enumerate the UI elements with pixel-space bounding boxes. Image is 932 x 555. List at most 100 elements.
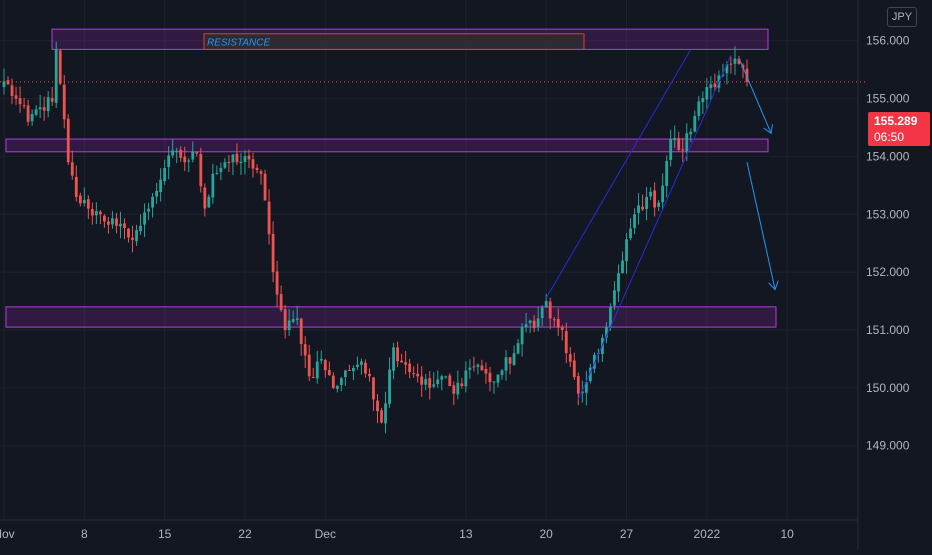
candle-body: [343, 370, 347, 377]
candle-body: [733, 58, 737, 64]
candle-body: [689, 131, 693, 135]
candle-body: [677, 138, 681, 150]
candle-body: [444, 376, 448, 378]
candles: [2, 41, 749, 434]
candle-body: [18, 98, 22, 105]
candle-body: [580, 391, 584, 394]
candle-body: [709, 84, 713, 89]
candle-body: [151, 196, 155, 208]
candle-body: [303, 344, 307, 356]
currency-badge[interactable]: JPY: [887, 7, 917, 27]
candle-body: [74, 176, 78, 197]
candle-body: [279, 294, 283, 311]
candle-body: [243, 156, 247, 163]
candle-body: [376, 400, 379, 412]
candle-body: [500, 370, 504, 375]
time-tick-label: 10: [780, 527, 794, 541]
candle-body: [665, 161, 669, 186]
candle-body: [86, 199, 90, 209]
candle-body: [319, 358, 323, 361]
candle-body: [564, 331, 568, 354]
candle-body: [195, 152, 199, 154]
candle-body: [685, 133, 689, 152]
candle-body: [287, 320, 291, 331]
candle-body: [70, 162, 74, 176]
candle-body: [2, 81, 6, 87]
candle-body: [307, 354, 311, 377]
candle-body: [476, 364, 480, 367]
candle-body: [528, 320, 532, 324]
candle-body: [175, 150, 179, 152]
bar-countdown: 06:50: [874, 130, 905, 144]
candle-body: [203, 187, 207, 209]
candle-body: [661, 185, 665, 203]
candle-body: [480, 365, 484, 371]
candle-body: [681, 149, 685, 151]
candle-body: [163, 168, 167, 182]
candle-body: [352, 367, 355, 372]
candle-body: [251, 159, 255, 169]
candle-body: [588, 367, 592, 382]
drawings: [0, 49, 868, 400]
candle-body: [107, 221, 110, 225]
candle-body: [159, 179, 163, 193]
candle-body: [187, 160, 191, 162]
candle-body: [440, 376, 444, 380]
price-tick-label: 150.000: [866, 381, 910, 395]
candle-body: [331, 375, 335, 388]
candle-body: [219, 168, 223, 172]
time-tick-label: Dec: [315, 527, 336, 541]
support-resistance-zone: [5, 306, 777, 328]
candle-body: [412, 373, 416, 375]
candle-body: [78, 195, 82, 204]
candle-body: [327, 369, 331, 375]
candle-body: [701, 98, 705, 103]
candle-body: [673, 137, 677, 141]
candle-body: [468, 367, 472, 370]
zones: RESISTANCE: [5, 28, 777, 328]
candle-body: [267, 201, 271, 235]
candle-body: [50, 98, 54, 102]
candle-body: [705, 87, 709, 100]
candle-body: [167, 155, 171, 168]
candle-body: [605, 327, 608, 338]
candle-body: [183, 156, 187, 163]
candle-body: [223, 162, 227, 168]
candle-body: [625, 239, 628, 262]
candle-body: [633, 214, 636, 229]
candle-body: [299, 318, 303, 345]
candle-body: [613, 290, 616, 306]
time-tick-label: 27: [620, 527, 634, 541]
candle-body: [400, 360, 404, 363]
candle-body: [372, 377, 375, 400]
candle-body: [536, 318, 540, 328]
candle-body: [645, 196, 649, 209]
candle-body: [524, 324, 528, 328]
candle-body: [311, 377, 315, 379]
candle-body: [729, 63, 733, 65]
candle-body: [364, 362, 367, 374]
candle-body: [58, 50, 62, 84]
candle-body: [368, 373, 371, 377]
candle-body: [231, 154, 235, 163]
candle-body: [82, 199, 86, 204]
axes: 149.000 150.000 151.000 152.000 153.000 154.0…: [0, 0, 910, 550]
candle-body: [669, 139, 673, 160]
candle-body: [576, 376, 580, 394]
candle-body: [472, 366, 476, 368]
candle-body: [127, 228, 130, 238]
price-tick-label: 156.000: [866, 34, 910, 48]
time-tick-label: 13: [459, 527, 473, 541]
candle-body: [30, 113, 34, 122]
price-tick-label: 155.000: [866, 92, 910, 106]
candle-body: [416, 373, 420, 377]
candle-body: [34, 109, 38, 115]
candle-body: [347, 369, 351, 371]
candle-body: [649, 191, 653, 197]
candle-body: [38, 107, 42, 110]
candle-body: [641, 206, 644, 210]
candle-body: [143, 212, 146, 225]
candle-body: [504, 357, 508, 371]
